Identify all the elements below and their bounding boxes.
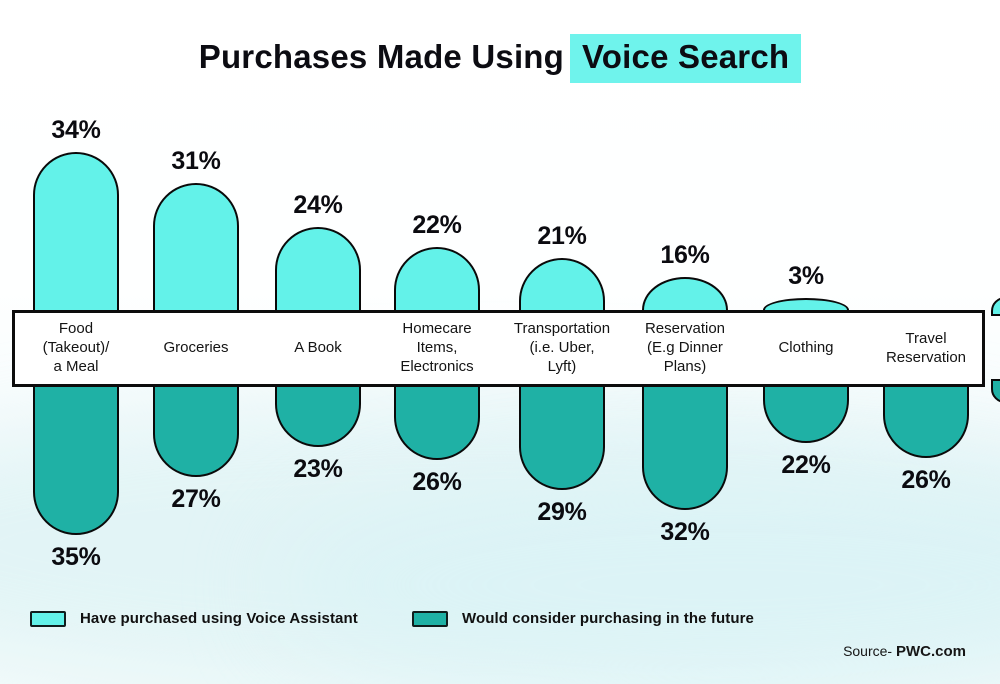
value-label-down-4: 29% — [537, 498, 587, 526]
value-label-down-1: 27% — [171, 485, 221, 513]
bar-up-1 — [153, 183, 239, 318]
title-text: Purchases Made Using — [198, 38, 565, 75]
bar-down-7 — [883, 377, 969, 458]
value-label-up-5: 16% — [660, 241, 710, 269]
value-label-down-2: 23% — [293, 455, 343, 483]
legend-item-purchased: Have purchased using Voice Assistant — [30, 610, 358, 627]
legend-swatch-consider — [412, 610, 448, 627]
value-label-down-7: 26% — [901, 466, 951, 494]
page-title: Purchases Made Using Voice Search — [0, 34, 1000, 83]
bar-down-5 — [642, 377, 728, 510]
value-label-down-3: 26% — [412, 468, 462, 496]
value-label-up-3: 22% — [412, 211, 462, 239]
category-band — [12, 310, 985, 387]
value-label-up-4: 21% — [537, 222, 587, 250]
value-label-down-6: 22% — [781, 451, 831, 479]
legend-item-consider: Would consider purchasing in the future — [412, 610, 754, 627]
bar-down-2 — [275, 377, 361, 447]
cropped-edge-bar-top — [991, 297, 1000, 316]
value-label-down-5: 32% — [660, 518, 710, 546]
legend-label-purchased: Have purchased using Voice Assistant — [80, 610, 358, 627]
bar-up-3 — [394, 247, 480, 318]
background-wave — [0, 395, 1000, 684]
bar-down-4 — [519, 377, 605, 490]
title-highlight: Voice Search — [570, 34, 802, 83]
bar-down-3 — [394, 377, 480, 460]
bar-down-1 — [153, 377, 239, 477]
bar-up-2 — [275, 227, 361, 318]
category-label-0: Food (Takeout)/ a Meal — [42, 320, 110, 375]
value-label-up-6: 3% — [788, 262, 824, 290]
cropped-edge-bar-bottom — [991, 379, 1000, 403]
category-label-3: Homecare Items, Electronics — [400, 320, 474, 375]
source-value: PWC.com — [895, 643, 966, 660]
value-label-down-0: 35% — [51, 543, 101, 571]
bar-up-0 — [33, 152, 119, 318]
category-label-5: Reservation (E.g Dinner Plans) — [644, 320, 726, 375]
category-label-1: Groceries — [163, 339, 229, 357]
legend-swatch-purchased — [30, 610, 66, 627]
legend-label-consider: Would consider purchasing in the future — [462, 610, 754, 627]
category-label-4: Transportation (i.e. Uber, Lyft) — [513, 320, 611, 375]
category-label-7: Travel Reservation — [885, 329, 967, 366]
bar-up-4 — [519, 258, 605, 318]
source-attribution: Source- PWC.com — [843, 643, 966, 660]
bar-down-0 — [33, 377, 119, 535]
source-label: Source- — [843, 643, 893, 659]
category-label-2: A Book — [294, 339, 342, 357]
value-label-up-1: 31% — [171, 147, 221, 175]
value-label-up-2: 24% — [293, 191, 343, 219]
category-label-6: Clothing — [778, 339, 834, 357]
value-label-up-0: 34% — [51, 116, 101, 144]
